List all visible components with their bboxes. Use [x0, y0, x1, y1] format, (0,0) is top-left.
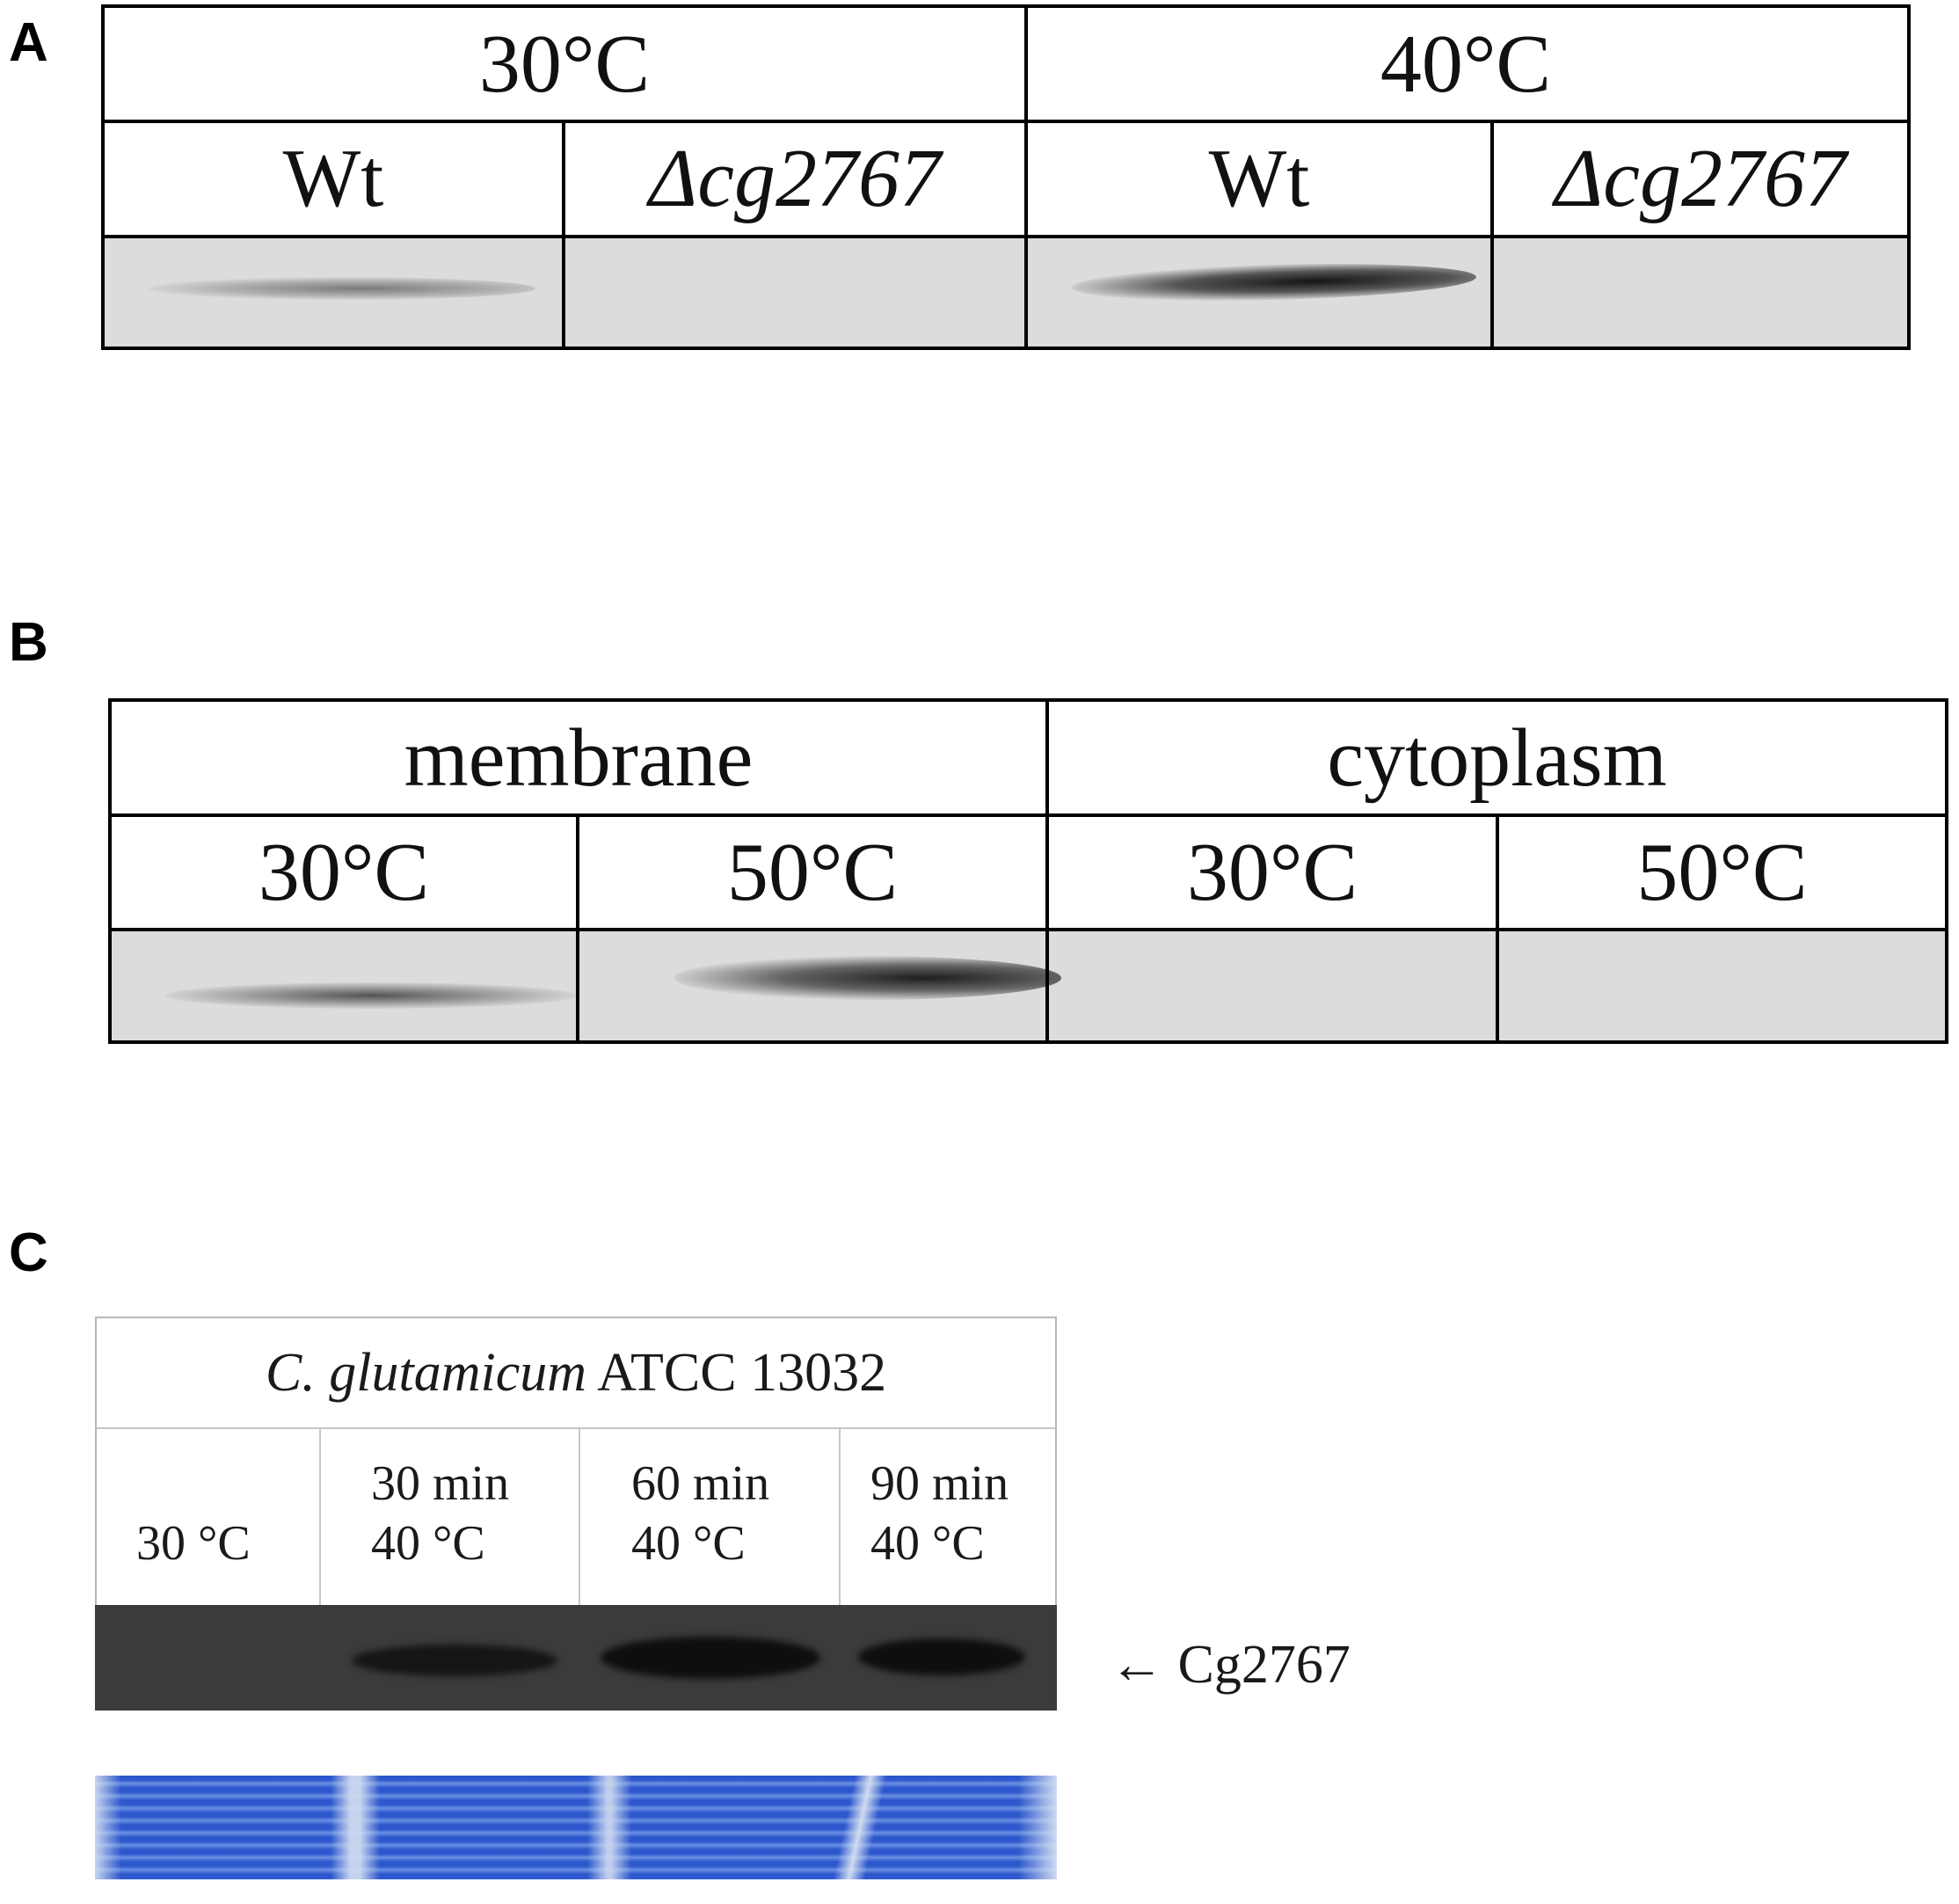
panel-b-lane-cytoplasm-30: 30°C — [1186, 827, 1358, 918]
panel-letter-b: B — [9, 612, 48, 673]
panel-b-header-cytoplasm: cytoplasm — [1327, 711, 1667, 804]
panel-a-lane-mutant-40: Δcg2767 — [1555, 133, 1846, 224]
panel-c-band-60min — [601, 1637, 820, 1679]
panel-c-lane3-line2: 40 °C — [631, 1516, 746, 1571]
panel-b-lane-cytoplasm-50: 50°C — [1636, 827, 1808, 918]
panel-b-lane-membrane-30: 30°C — [258, 827, 430, 918]
panel-c-strain-species: C. glutamicum — [265, 1342, 587, 1403]
panel-b-lane-membrane-50: 50°C — [726, 827, 899, 918]
panel-letter-c: C — [9, 1222, 48, 1283]
panel-c-band-30min — [352, 1645, 557, 1676]
panel-c-coomassie-gel — [95, 1776, 1057, 1879]
panel-a-band-wt-40 — [1071, 259, 1477, 306]
panel-c-strain-id: ATCC 13032 — [586, 1342, 887, 1403]
panel-c-lane1-line2: 30 °C — [136, 1516, 251, 1571]
panel-c-strain-header: C. glutamicum ATCC 13032 — [97, 1318, 1055, 1427]
panel-a-lane-wt-40: Wt — [1208, 133, 1310, 224]
panel-a-lane-mutant-30: Δcg2767 — [649, 133, 941, 224]
panel-a-blot — [105, 238, 1907, 347]
panel-b-blot — [112, 931, 1945, 1040]
panel-c-table: C. glutamicum ATCC 13032 30 °C 30 min 40… — [95, 1317, 1057, 1607]
panel-c-lane2-line2: 40 °C — [371, 1516, 485, 1571]
panel-a-lane-wt-30: Wt — [282, 133, 384, 224]
panel-letter-a: A — [9, 12, 48, 73]
panel-c-lane4-line2: 40 °C — [870, 1516, 985, 1571]
panel-c-western-blot — [95, 1605, 1057, 1711]
panel-c-band-90min — [858, 1638, 1025, 1675]
coomassie-bands — [95, 1776, 1057, 1879]
panel-b-band-membrane-30 — [164, 982, 578, 1009]
panel-c-lane4-line1: 90 min — [870, 1456, 1009, 1511]
panel-c-lane3-line1: 60 min — [631, 1456, 770, 1511]
panel-b-table: membrane cytoplasm 30°C 50°C 30°C 50°C — [108, 698, 1948, 1044]
panel-c-band-label: ← Cg2767 — [1110, 1635, 1351, 1695]
panel-a-table: 30°C 40°C Wt Δcg2767 Wt Δcg2767 — [101, 4, 1911, 350]
panel-a-header-40c: 40°C — [1380, 18, 1552, 110]
panel-a-header-30c: 30°C — [478, 18, 651, 110]
panel-b-band-membrane-50 — [674, 956, 1061, 1000]
panel-b-header-membrane: membrane — [404, 711, 754, 804]
panel-a-band-wt-30 — [149, 277, 535, 300]
panel-c-lane2-line1: 30 min — [371, 1456, 510, 1511]
